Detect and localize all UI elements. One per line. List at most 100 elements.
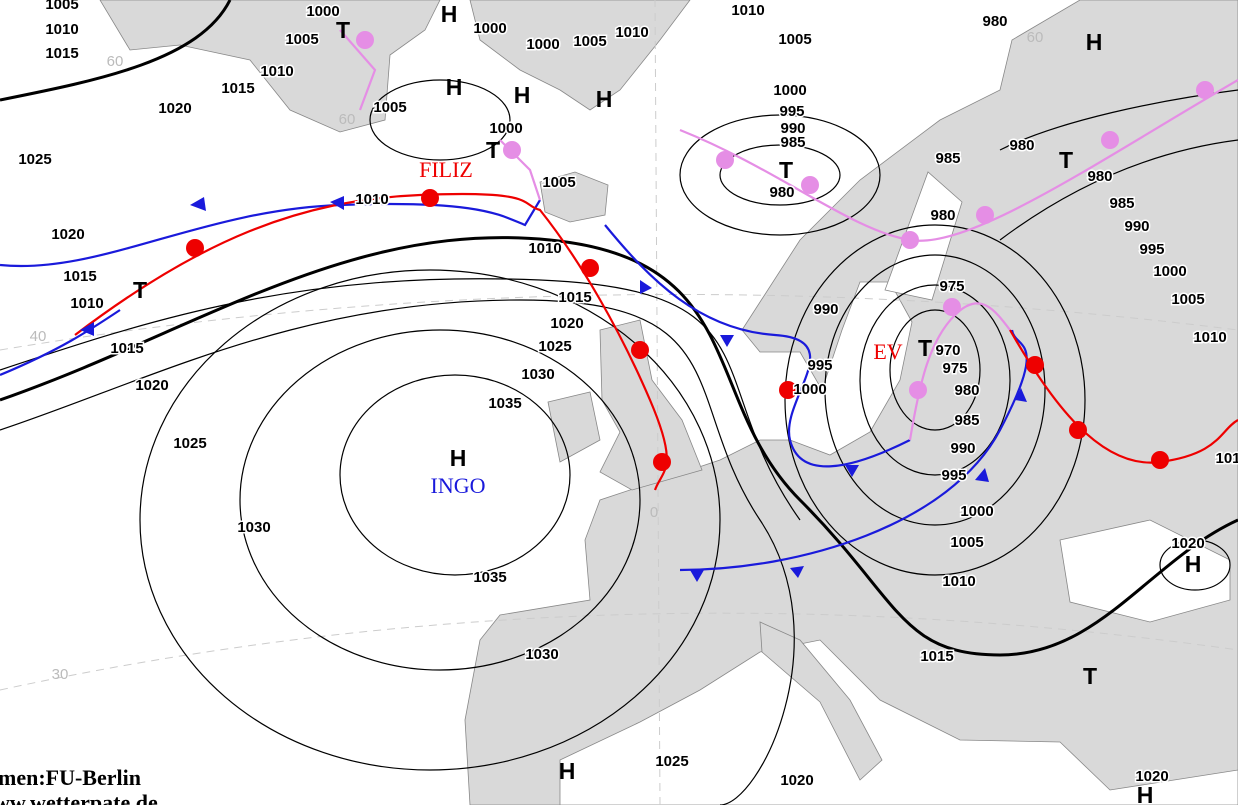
pressure-center: H: [446, 74, 463, 100]
pressure-center: H: [450, 445, 467, 471]
isobar-label: 975: [939, 278, 964, 295]
isobar-label: 980: [982, 13, 1007, 30]
isobar-label: 980: [1087, 168, 1112, 185]
pressure-center: T: [486, 137, 500, 163]
isobar-label: 985: [935, 150, 960, 167]
isobar-label: 1025: [18, 151, 51, 168]
isobar-label: 1005: [778, 31, 811, 48]
isobar-label: 980: [769, 184, 794, 201]
isobar-label: 1000: [526, 36, 559, 53]
isobar-label: 1000: [306, 3, 339, 20]
isobar-label: 995: [1139, 241, 1164, 258]
isobar-label: 980: [954, 382, 979, 399]
isobar-label: 1020: [550, 315, 583, 332]
grid-label: 60: [339, 111, 356, 128]
isobar-label: 1000: [793, 381, 826, 398]
isobar-label: 1015: [110, 340, 143, 357]
isobar-label: 1020: [135, 377, 168, 394]
isobar-label: 1015: [221, 80, 254, 97]
isobar-label: 1030: [237, 519, 270, 536]
grid-label: 60: [107, 53, 124, 70]
isobar-label: 101: [1215, 450, 1238, 467]
pressure-center: T: [918, 335, 932, 361]
isobar-label: 995: [941, 467, 966, 484]
isobar-label: 1020: [1135, 768, 1168, 785]
pressure-center: T: [1083, 663, 1097, 689]
isobar-label: 975: [942, 360, 967, 377]
isobar-label: 1020: [51, 226, 84, 243]
isobar-label: 985: [1109, 195, 1134, 212]
isobar-label: 1035: [473, 569, 506, 586]
isobar-label: 1005: [373, 99, 406, 116]
isobar-label: 1015: [920, 648, 953, 665]
pressure-center: T: [779, 157, 793, 183]
pressure-center: H: [1137, 782, 1154, 805]
isobar-label: 1000: [960, 503, 993, 520]
isobar-label: 1005: [285, 31, 318, 48]
isobar-label: 1025: [655, 753, 688, 770]
isobar-label: 1020: [780, 772, 813, 789]
isobar-label: 995: [779, 103, 804, 120]
isobar-label: 1020: [1171, 535, 1204, 552]
isobar-label: 1010: [45, 21, 78, 38]
isobar-label: 1005: [542, 174, 575, 191]
pressure-center: T: [133, 277, 147, 303]
isobar-label: 1005: [573, 33, 606, 50]
pressure-center: H: [596, 86, 613, 112]
isobar-label: 985: [780, 134, 805, 151]
isobar-label: 1005: [950, 534, 983, 551]
isobar-label: 1020: [158, 100, 191, 117]
isobar-label: 1010: [942, 573, 975, 590]
isobar-label: 1010: [1193, 329, 1226, 346]
isobar-label: 1010: [615, 24, 648, 41]
grid-label: 0: [650, 504, 658, 521]
isobar-label: 1015: [558, 289, 591, 306]
isobar-label: 1000: [773, 82, 806, 99]
isobar-label: 1035: [488, 395, 521, 412]
isobar-label: 1010: [731, 2, 764, 19]
grid-label: 40: [30, 328, 47, 345]
isobar-label: 1000: [473, 20, 506, 37]
isobar-label: 1005: [1171, 291, 1204, 308]
isobar-label: 1010: [528, 240, 561, 257]
isobar-label: 995: [807, 357, 832, 374]
isobar-label: 1015: [63, 268, 96, 285]
isobar-label: 990: [813, 301, 838, 318]
pressure-center: T: [336, 17, 350, 43]
system-name: INGO: [431, 473, 486, 498]
isobar-label: 1000: [1153, 263, 1186, 280]
isobar-label: 1025: [538, 338, 571, 355]
land: [99, 0, 1238, 805]
isobar-label: 990: [950, 440, 975, 457]
system-name: FILIZ: [419, 157, 473, 182]
pressure-center: H: [514, 82, 531, 108]
isobar-label: 1030: [521, 366, 554, 383]
isobar-label: 990: [780, 120, 805, 137]
isobar-label: 1015: [45, 45, 78, 62]
isobar-label: 970: [935, 342, 960, 359]
credit: men:FU-Berlin: [0, 765, 141, 790]
isobar-label: 1025: [173, 435, 206, 452]
isobar-label: 1005: [45, 0, 78, 13]
isobar-label: 985: [954, 412, 979, 429]
isobar-label: 1000: [489, 120, 522, 137]
credit: ww.wetterpate.de: [0, 790, 158, 805]
isobar-label: 1010: [355, 191, 388, 208]
isobar-label: 980: [1009, 137, 1034, 154]
fronts: [0, 29, 1238, 582]
pressure-center: H: [1086, 29, 1103, 55]
system-name: EV: [873, 339, 902, 364]
pressure-center: T: [1059, 147, 1073, 173]
isobar-label: 1030: [525, 646, 558, 663]
pressure-center: H: [1185, 551, 1202, 577]
pressure-center: H: [441, 1, 458, 27]
isobar-label: 1010: [260, 63, 293, 80]
isobar-label: 1010: [70, 295, 103, 312]
grid-label: 60: [1027, 29, 1044, 46]
pressure-center: H: [559, 758, 576, 784]
grid-label: 30: [52, 666, 69, 683]
